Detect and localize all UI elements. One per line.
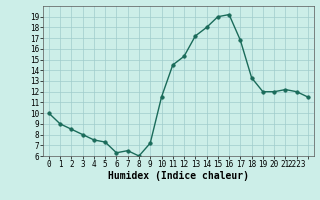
X-axis label: Humidex (Indice chaleur): Humidex (Indice chaleur) xyxy=(108,171,249,181)
